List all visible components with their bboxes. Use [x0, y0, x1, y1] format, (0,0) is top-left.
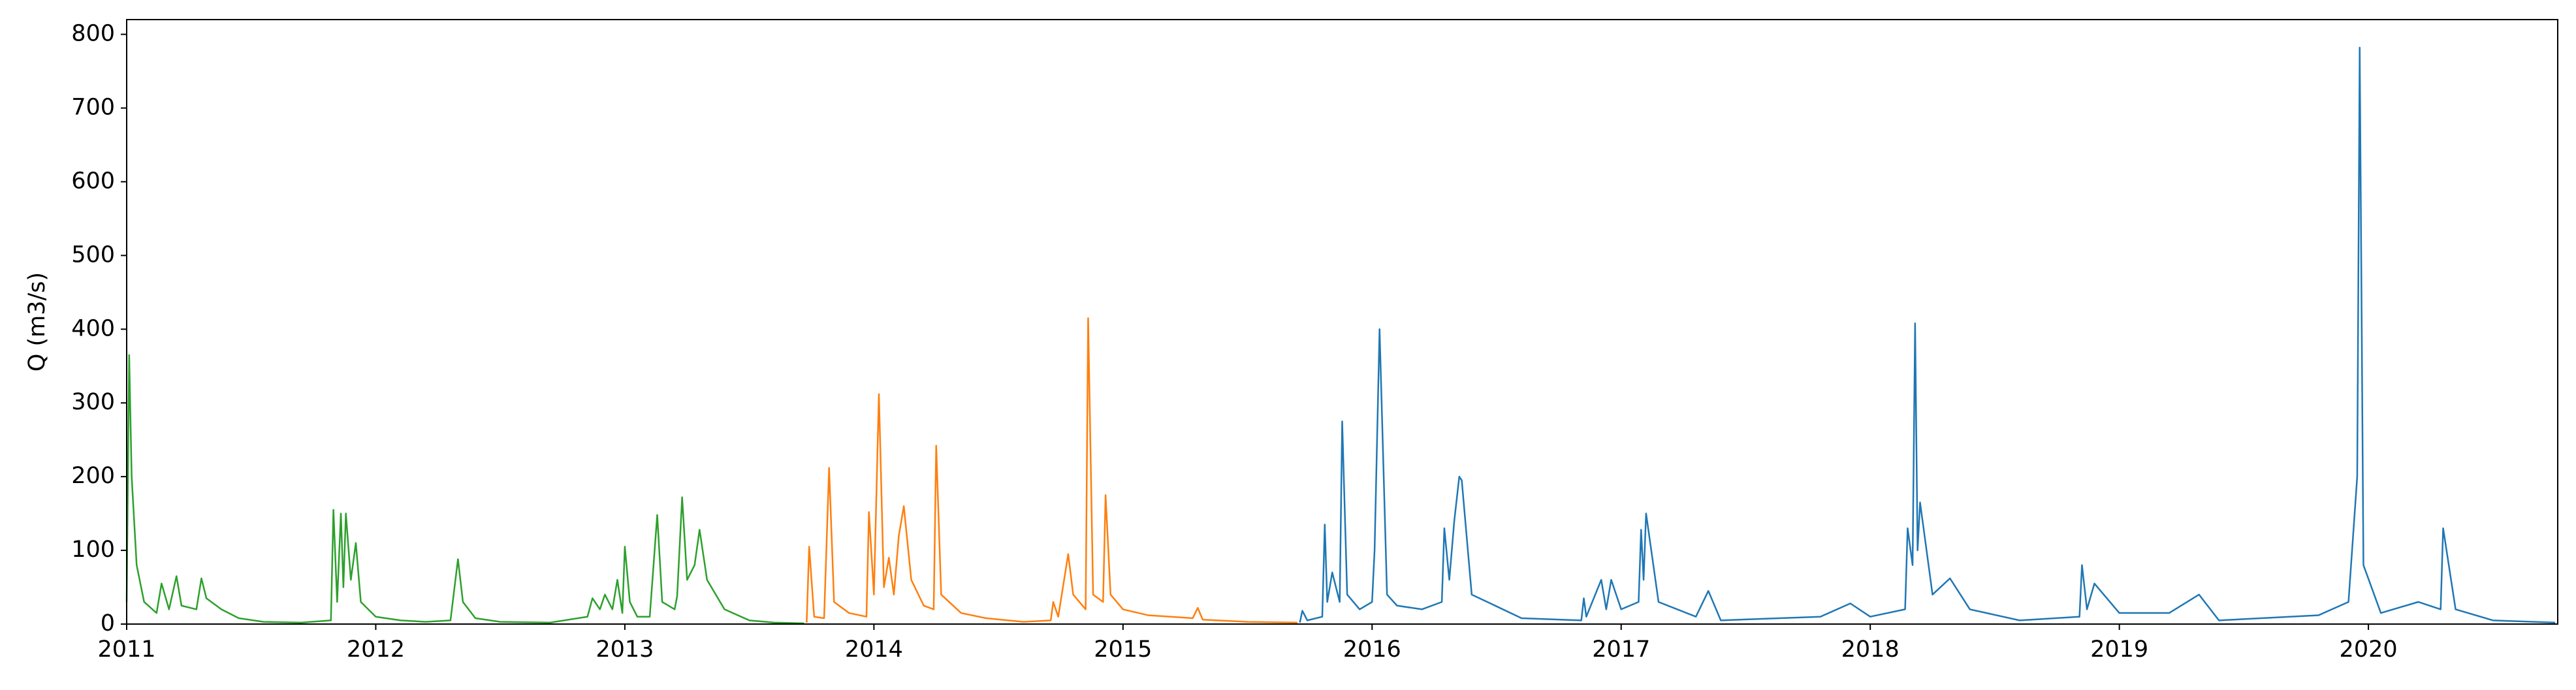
x-tick-label: 2019 — [2090, 636, 2148, 663]
x-tick-label: 2020 — [2340, 636, 2398, 663]
y-tick-label: 400 — [71, 315, 115, 341]
flow-line — [806, 317, 1297, 623]
x-tick-label: 2012 — [347, 636, 405, 663]
x-tick-label: 2016 — [1343, 636, 1401, 663]
y-tick-label: 500 — [71, 242, 115, 268]
x-tick-label: 2013 — [596, 636, 654, 663]
x-tick-label: 2011 — [97, 636, 155, 663]
y-tick-label: 200 — [71, 463, 115, 489]
flow-line — [125, 354, 804, 625]
plot-frame — [126, 19, 2558, 625]
y-tick-label: 800 — [71, 21, 115, 47]
y-tick-label: 100 — [71, 537, 115, 563]
x-tick-label: 2018 — [1841, 636, 1900, 663]
x-tick-label: 2015 — [1094, 636, 1152, 663]
y-tick-label: 600 — [71, 168, 115, 194]
y-axis-label: Q (m3/s) — [24, 272, 50, 371]
y-tick-label: 300 — [71, 389, 115, 415]
x-tick-label: 2017 — [1592, 636, 1650, 663]
flow-line — [1299, 46, 2556, 623]
x-tick-label: 2014 — [845, 636, 903, 663]
y-tick-label: 700 — [71, 95, 115, 121]
y-tick-label: 0 — [101, 610, 115, 636]
